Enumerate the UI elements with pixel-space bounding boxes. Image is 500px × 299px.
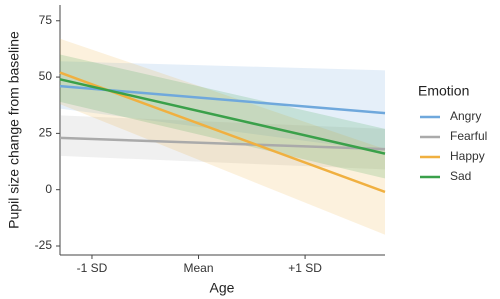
legend-label: Angry [450, 109, 481, 123]
legend-label: Fearful [450, 129, 487, 143]
y-tick-label: 25 [39, 126, 53, 140]
y-axis-title: Pupil size change from baseline [6, 31, 22, 229]
legend-label: Sad [450, 169, 471, 183]
legend-title: Emotion [418, 83, 469, 99]
y-tick-label: -25 [35, 238, 53, 252]
y-tick-label: 0 [45, 182, 52, 196]
y-tick-label: 75 [39, 13, 53, 27]
x-tick-label: +1 SD [288, 261, 322, 275]
x-tick-label: -1 SD [77, 261, 108, 275]
line [59, 78, 386, 155]
x-tick-label: Mean [184, 261, 214, 275]
confidence-band [60, 38, 385, 235]
confidence-band [60, 61, 385, 152]
y-tick-label: 50 [39, 69, 53, 83]
legend-label: Happy [450, 149, 485, 163]
x-axis-title: Age [210, 280, 235, 296]
line [59, 136, 386, 151]
